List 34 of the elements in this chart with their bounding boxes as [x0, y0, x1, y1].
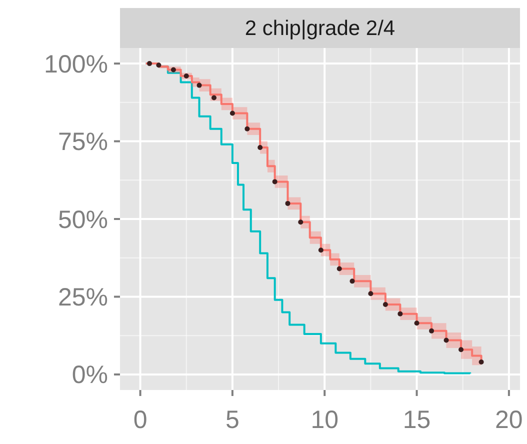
point [478, 360, 484, 365]
point [170, 67, 176, 72]
point [368, 291, 374, 296]
point [230, 110, 235, 116]
y-tick-label: 100% [44, 50, 108, 78]
y-tick-label: 50% [58, 206, 108, 234]
point [298, 220, 304, 225]
point [212, 95, 217, 100]
point [414, 320, 420, 326]
point [272, 179, 278, 184]
point [458, 347, 464, 352]
chart-title: 2 chip|grade 2/4 [244, 17, 396, 40]
point [244, 126, 250, 132]
x-tick-label: 20 [495, 406, 523, 434]
x-tick-label: 0 [133, 406, 148, 434]
point [196, 82, 202, 88]
y-tick-label: 25% [58, 283, 108, 312]
point [444, 338, 449, 343]
point [382, 302, 388, 307]
point [336, 266, 342, 272]
x-tick-label: 10 [310, 406, 339, 434]
point [146, 61, 152, 66]
y-tick-label: 0% [72, 361, 108, 390]
point [398, 311, 403, 316]
x-tick-label: 15 [402, 406, 431, 434]
point [318, 248, 324, 253]
point [285, 200, 290, 206]
x-tick-label: 5 [225, 406, 240, 434]
point [184, 73, 189, 78]
y-tick-label: 75% [58, 128, 108, 156]
point [258, 144, 263, 150]
point [156, 62, 162, 68]
point [429, 328, 434, 334]
point [350, 278, 355, 284]
